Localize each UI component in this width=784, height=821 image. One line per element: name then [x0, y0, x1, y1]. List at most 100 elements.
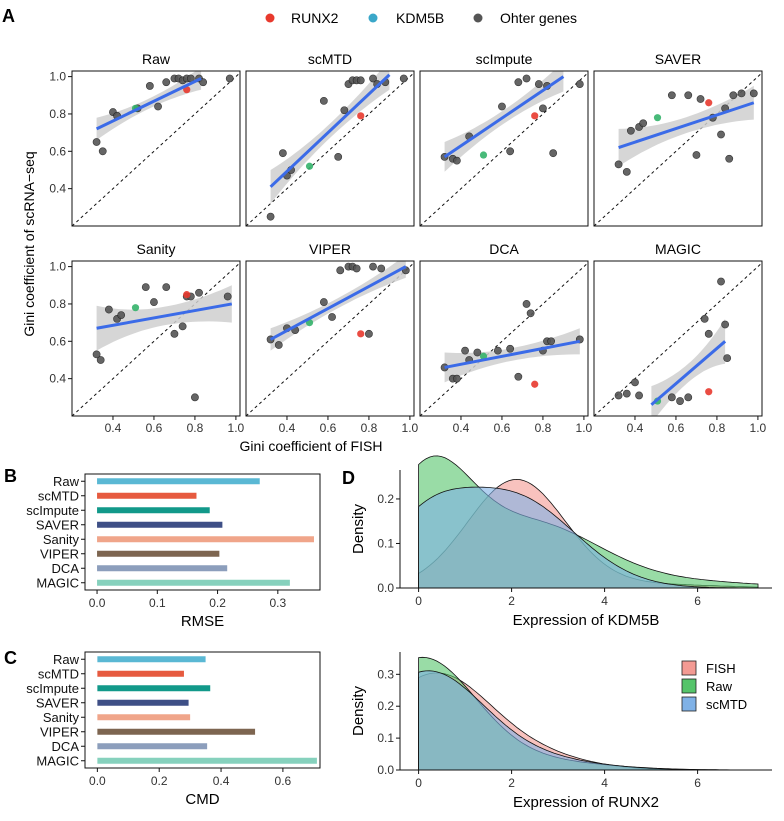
runx2-point — [531, 380, 539, 388]
category-label: scImpute — [26, 503, 79, 518]
kdm5b-point — [653, 114, 662, 122]
scatter-panel-saver: SAVER — [593, 51, 763, 227]
x-tick-label: 0.6 — [275, 774, 292, 788]
bar-panel-frame — [84, 473, 321, 591]
y-tick-label: 1.0 — [49, 70, 66, 84]
gene-point — [514, 372, 523, 381]
gene-point — [92, 350, 101, 359]
y-tick-label: 0.6 — [49, 334, 66, 348]
category-label: Raw — [53, 474, 80, 489]
gene-point — [377, 264, 386, 273]
gene-point — [266, 212, 275, 221]
gene-point — [473, 348, 482, 357]
panel-frame — [245, 70, 415, 227]
y-tick-label: 0.8 — [49, 297, 66, 311]
runx2-point — [357, 112, 365, 120]
gene-point — [614, 160, 623, 169]
legend-swatch-raw — [681, 678, 697, 694]
scatter-panel-dca: DCA 0.4 0.6 0.8 1.0 — [419, 241, 593, 435]
gene-point — [328, 313, 336, 321]
gene-point — [461, 346, 469, 355]
bar-magic — [97, 757, 317, 764]
category-label: Sanity — [43, 710, 80, 725]
gene-point — [223, 292, 232, 301]
gene-point — [369, 262, 377, 271]
scatter-panel-viper: VIPER 0.4 0.6 0.8 1.0 — [245, 241, 419, 435]
legend-swatch-fish — [681, 660, 697, 676]
scatter-panel-raw: Raw 0.4 0.6 0.8 1.0 — [49, 51, 241, 227]
gene-point — [141, 283, 150, 292]
gene-point — [721, 320, 730, 329]
gene-point — [692, 151, 701, 159]
regression-line — [269, 73, 391, 188]
x-tick-label: 0.4 — [105, 421, 122, 435]
gene-point — [684, 91, 693, 100]
x-tick-label: 6 — [694, 594, 701, 608]
gene-point — [700, 314, 709, 323]
y-tick-label: 0.1 — [377, 536, 394, 550]
category-label: scMTD — [38, 666, 79, 681]
gene-point — [319, 298, 328, 306]
plot-area — [594, 262, 762, 416]
gene-point — [104, 305, 113, 314]
panel-title: scImpute — [476, 51, 533, 67]
gene-point — [549, 149, 558, 158]
x-tick-label: 0.6 — [320, 421, 337, 435]
x-tick-label: 0.4 — [213, 774, 230, 788]
gene-point — [117, 311, 126, 320]
gene-point — [534, 80, 543, 88]
panel-label-a: A — [2, 6, 15, 26]
panel-frame — [593, 70, 763, 227]
gene-point — [278, 149, 287, 158]
x-tick-label: 1.0 — [402, 421, 419, 435]
x-tick-label: 0.8 — [361, 421, 378, 435]
panel-title: DCA — [489, 241, 519, 257]
gene-point — [614, 391, 623, 400]
x-tick-label: 6 — [694, 776, 701, 790]
bar-scmtd — [97, 670, 184, 677]
runx2-point — [183, 291, 191, 299]
x-tick-label: 0.6 — [146, 421, 163, 435]
x-tick-label: 0 — [415, 776, 422, 790]
gene-point — [162, 78, 171, 87]
bar-scimpute — [97, 685, 211, 692]
panel-title: Raw — [142, 51, 171, 67]
runx2-point — [357, 330, 365, 338]
x-tick-label: 0.2 — [151, 774, 168, 788]
legend-swatch-other — [473, 13, 483, 23]
gene-point — [170, 329, 179, 338]
x-tick-label: 1.0 — [750, 421, 767, 435]
gene-point — [749, 89, 758, 98]
plot-area — [72, 262, 240, 416]
identity-line — [246, 72, 414, 226]
gene-point — [145, 82, 154, 90]
gene-point — [575, 80, 584, 88]
regression-line — [443, 75, 565, 159]
plot-area — [420, 262, 588, 416]
x-tick-label: 0.4 — [279, 421, 296, 435]
density-ylabel: Density — [350, 685, 367, 736]
svg-text:A: A — [2, 6, 15, 26]
gene-point — [526, 309, 535, 318]
bar-dca — [97, 743, 208, 750]
runx2-point — [705, 388, 713, 396]
bar-magic — [97, 579, 290, 586]
gene-point — [667, 91, 676, 100]
scatter-panel-magic: MAGIC 0.4 0.6 0.8 1.0 — [593, 241, 767, 435]
kdm5b-point — [479, 151, 488, 159]
panel-title: VIPER — [309, 241, 351, 257]
density-scmtd — [418, 486, 759, 589]
y-tick-label: 0.3 — [377, 667, 394, 681]
gene-point — [506, 147, 515, 156]
plot-area — [420, 71, 588, 226]
x-tick-label: 0 — [415, 594, 422, 608]
kdm5b-point — [479, 352, 488, 360]
panel-c-cmd-bars: RawscMTDscImputeSAVERSanityVIPERDCAMAGIC… — [26, 651, 321, 808]
gene-point — [631, 378, 639, 387]
gene-point — [92, 138, 101, 146]
legend-genes: RUNX2 KDM5B Ohter genes — [265, 10, 577, 26]
panel-title: MAGIC — [655, 241, 701, 257]
legend-label-runx2: RUNX2 — [291, 10, 339, 26]
regression-line — [269, 265, 407, 341]
